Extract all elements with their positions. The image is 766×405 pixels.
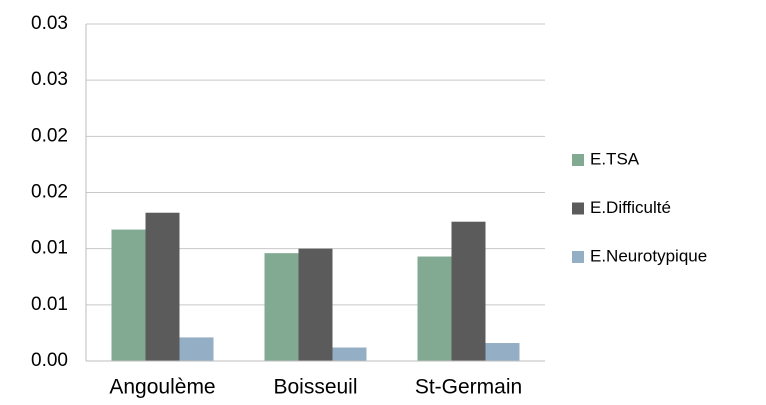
bar: [264, 253, 299, 361]
legend-label: E.Neurotypique: [590, 246, 707, 265]
y-tick-label: 0.02: [31, 125, 68, 146]
x-tick-label: Angoulème: [109, 376, 215, 399]
bar: [111, 229, 146, 361]
bar: [332, 347, 367, 361]
bar: [451, 221, 486, 361]
bar: [485, 343, 520, 361]
y-tick-label: 0.02: [31, 182, 68, 203]
x-tick-label: Boisseuil: [273, 376, 357, 399]
y-tick-label: 0.00: [31, 350, 68, 371]
y-tick-label: 0.01: [31, 238, 68, 259]
bar: [179, 337, 214, 361]
x-tick-label: St-Germain: [415, 376, 522, 399]
legend-label: E.Difficulté: [590, 198, 671, 217]
legend-swatch: [572, 154, 584, 166]
legend-swatch: [572, 202, 584, 215]
y-tick-label: 0.03: [31, 69, 68, 90]
bar: [298, 248, 333, 361]
y-tick-label: 0.03: [31, 13, 68, 34]
legend-label: E.TSA: [590, 149, 640, 168]
legend-swatch: [572, 251, 584, 263]
bar: [145, 212, 180, 361]
y-tick-label: 0.01: [31, 294, 68, 315]
bar: [417, 256, 452, 361]
